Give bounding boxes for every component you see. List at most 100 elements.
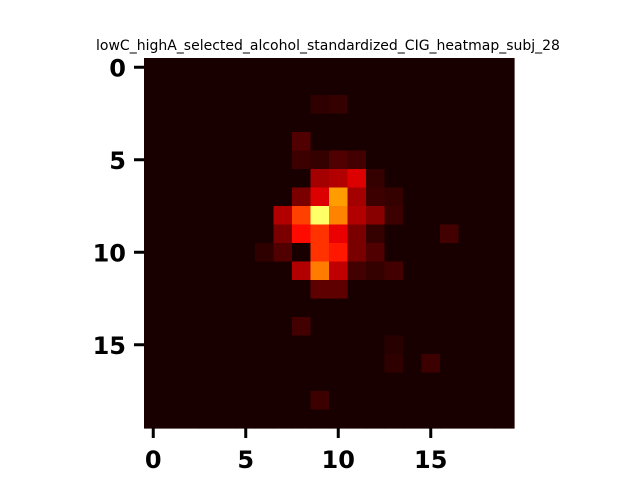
- heatmap-cell-r5-c18: [477, 150, 497, 170]
- heatmap-cell-r4-c5: [236, 132, 256, 152]
- heatmap-cell-r18-c12: [366, 391, 386, 411]
- heatmap-cell-r2-c17: [458, 95, 478, 115]
- heatmap-cell-r15-c15: [421, 335, 441, 355]
- heatmap-cell-r3-c4: [218, 113, 238, 133]
- heatmap-cell-r9-c6: [255, 224, 275, 244]
- heatmap-cell-r11-c8: [292, 261, 312, 281]
- heatmap-cell-r16-c13: [384, 354, 404, 374]
- heatmap-cell-r17-c5: [236, 372, 256, 392]
- heatmap-cell-r9-c19: [495, 224, 515, 244]
- heatmap-cell-r10-c5: [236, 243, 256, 263]
- heatmap-cell-r3-c17: [458, 113, 478, 133]
- heatmap-cell-r7-c3: [199, 187, 219, 207]
- heatmap-cell-r5-c12: [366, 150, 386, 170]
- heatmap-cell-r18-c9: [310, 391, 330, 411]
- heatmap-cell-r1-c12: [366, 76, 386, 96]
- heatmap-cell-r0-c12: [366, 58, 386, 78]
- heatmap-cell-r11-c11: [347, 261, 367, 281]
- heatmap-cell-r7-c11: [347, 187, 367, 207]
- heatmap-cell-r18-c13: [384, 391, 404, 411]
- heatmap-cell-r12-c13: [384, 280, 404, 300]
- heatmap-cell-r8-c18: [477, 206, 497, 226]
- y-axis: 0 5 10 15: [93, 54, 144, 360]
- heatmap-cell-r1-c17: [458, 76, 478, 96]
- heatmap-cell-r9-c13: [384, 224, 404, 244]
- x-tick-label-0: 0: [145, 446, 162, 474]
- heatmap-cell-r17-c13: [384, 372, 404, 392]
- heatmap-cell-r19-c4: [218, 409, 238, 429]
- heatmap-cell-r12-c4: [218, 280, 238, 300]
- heatmap-cell-r14-c12: [366, 317, 386, 337]
- heatmap-cell-r19-c6: [255, 409, 275, 429]
- heatmap-cell-r12-c12: [366, 280, 386, 300]
- heatmap-cell-r13-c4: [218, 298, 238, 318]
- heatmap-cell-r9-c3: [199, 224, 219, 244]
- heatmap-cell-r17-c18: [477, 372, 497, 392]
- heatmap-cell-r10-c7: [273, 243, 293, 263]
- heatmap-cell-r5-c0: [144, 150, 164, 170]
- heatmap-cell-r13-c8: [292, 298, 312, 318]
- heatmap-cell-r18-c1: [162, 391, 182, 411]
- heatmap-cell-r6-c18: [477, 169, 497, 189]
- heatmap-cell-r14-c4: [218, 317, 238, 337]
- heatmap-cell-r15-c9: [310, 335, 330, 355]
- heatmap-cell-r13-c13: [384, 298, 404, 318]
- heatmap-cell-r17-c17: [458, 372, 478, 392]
- heatmap-cell-r16-c8: [292, 354, 312, 374]
- heatmap-cell-r14-c7: [273, 317, 293, 337]
- heatmap-cell-r1-c16: [440, 76, 460, 96]
- heatmap-cell-r5-c13: [384, 150, 404, 170]
- heatmap-cell-r9-c7: [273, 224, 293, 244]
- heatmap-cell-r14-c8: [292, 317, 312, 337]
- heatmap-cell-r17-c15: [421, 372, 441, 392]
- heatmap-cell-r18-c8: [292, 391, 312, 411]
- heatmap-cell-r13-c10: [329, 298, 349, 318]
- heatmap-cell-r6-c12: [366, 169, 386, 189]
- heatmap-cell-r11-c3: [199, 261, 219, 281]
- heatmap-cell-r19-c19: [495, 409, 515, 429]
- heatmap-cell-r3-c3: [199, 113, 219, 133]
- heatmap-cell-r4-c8: [292, 132, 312, 152]
- heatmap-cell-r13-c17: [458, 298, 478, 318]
- heatmap-cell-r2-c6: [255, 95, 275, 115]
- heatmap-cell-r4-c12: [366, 132, 386, 152]
- heatmap-cell-r3-c1: [162, 113, 182, 133]
- heatmap-cell-r1-c13: [384, 76, 404, 96]
- heatmap-cell-r4-c14: [403, 132, 423, 152]
- heatmap-cell-r15-c14: [403, 335, 423, 355]
- heatmap-cell-r5-c9: [310, 150, 330, 170]
- heatmap-cell-r3-c2: [181, 113, 201, 133]
- heatmap-cell-r0-c1: [162, 58, 182, 78]
- heatmap-cell-r9-c17: [458, 224, 478, 244]
- heatmap-cell-r1-c11: [347, 76, 367, 96]
- heatmap-cell-r4-c4: [218, 132, 238, 152]
- heatmap-cell-r15-c2: [181, 335, 201, 355]
- heatmap-cell-r6-c3: [199, 169, 219, 189]
- heatmap-cell-r9-c0: [144, 224, 164, 244]
- heatmap-cell-r18-c16: [440, 391, 460, 411]
- heatmap-cell-r18-c6: [255, 391, 275, 411]
- heatmap-cell-r4-c3: [199, 132, 219, 152]
- heatmap-cell-r4-c19: [495, 132, 515, 152]
- heatmap-cell-r14-c0: [144, 317, 164, 337]
- heatmap-cell-r15-c1: [162, 335, 182, 355]
- heatmap-cell-r0-c16: [440, 58, 460, 78]
- heatmap-cell-r14-c17: [458, 317, 478, 337]
- heatmap-cell-r2-c16: [440, 95, 460, 115]
- heatmap-cell-r15-c16: [440, 335, 460, 355]
- heatmap-cell-r16-c6: [255, 354, 275, 374]
- heatmap-cell-r3-c9: [310, 113, 330, 133]
- heatmap-cell-r10-c13: [384, 243, 404, 263]
- heatmap-cell-r10-c15: [421, 243, 441, 263]
- heatmap-cell-r14-c14: [403, 317, 423, 337]
- heatmap-cell-r0-c9: [310, 58, 330, 78]
- heatmap-cell-r0-c10: [329, 58, 349, 78]
- heatmap-cell-r6-c17: [458, 169, 478, 189]
- heatmap-cells: [144, 58, 515, 429]
- heatmap-cell-r6-c0: [144, 169, 164, 189]
- heatmap-cell-r6-c11: [347, 169, 367, 189]
- heatmap-cell-r5-c1: [162, 150, 182, 170]
- heatmap-cell-r5-c19: [495, 150, 515, 170]
- heatmap-cell-r6-c13: [384, 169, 404, 189]
- heatmap-cell-r2-c3: [199, 95, 219, 115]
